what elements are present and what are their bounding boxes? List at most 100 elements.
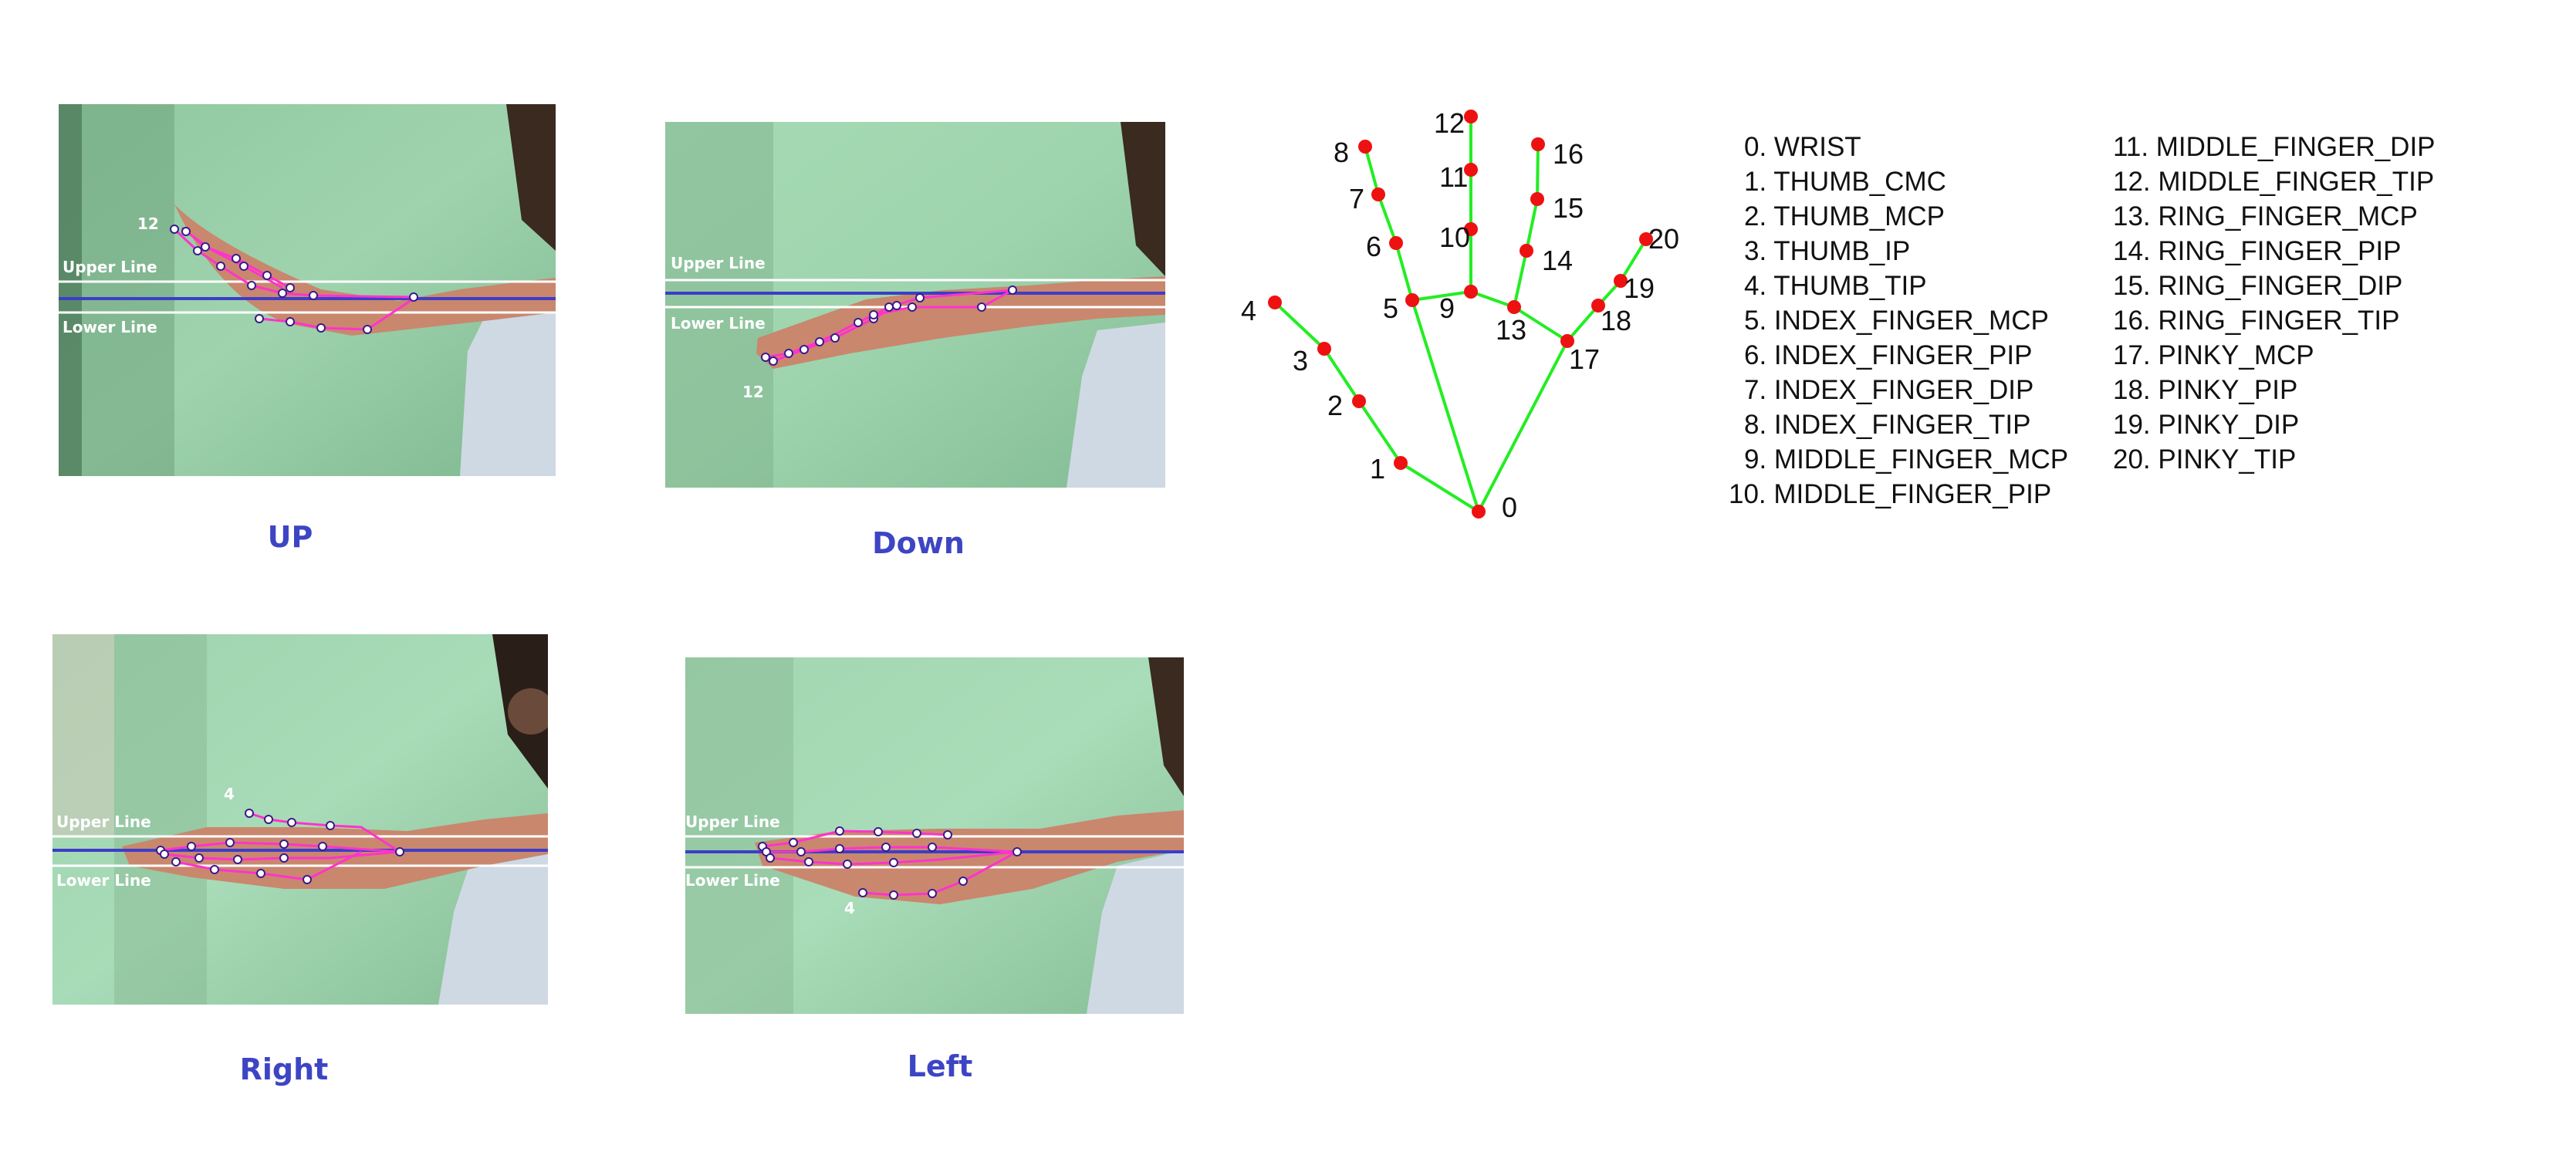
landmark-number: 20 (1648, 223, 1679, 255)
skeleton-edge (1470, 290, 1515, 309)
legend-item: 9. MIDDLE_FINGER_MCP (1744, 444, 2069, 475)
upper-line-label: Upper Line (685, 812, 780, 831)
legend-item: 5. INDEX_FINGER_MCP (1744, 306, 2049, 336)
skeleton-edge (1411, 299, 1480, 512)
legend-item: 14. RING_FINGER_PIP (2113, 236, 2402, 266)
landmark-number: 2 (1327, 390, 1343, 421)
landmark-point (1371, 187, 1385, 201)
legend-item: 18. PINKY_PIP (2113, 375, 2298, 405)
landmark-point (1389, 236, 1403, 250)
legend-item: 3. THUMB_IP (1744, 236, 1911, 266)
landmark-point (1530, 192, 1544, 206)
legend-item: 20. PINKY_TIP (2113, 444, 2297, 475)
landmark-label: 4 (844, 899, 855, 917)
landmark-point (1352, 394, 1366, 408)
landmark-point (1591, 299, 1605, 312)
landmark-number: 14 (1542, 245, 1573, 276)
photo-left: Upper Line Lower Line 4 (685, 657, 1184, 1014)
skeleton-edge (1536, 144, 1540, 200)
skeleton-edge (1377, 194, 1398, 244)
landmark-number: 9 (1439, 292, 1455, 324)
landmark-number: 1 (1370, 453, 1385, 485)
photo-right: Upper Line Lower Line 4 (52, 634, 548, 1005)
landmark-label: 4 (224, 785, 235, 803)
legend-item: 10. MIDDLE_FINGER_PIP (1729, 479, 2052, 509)
caption-down: Down (872, 526, 965, 560)
legend-item: 8. INDEX_FINGER_TIP (1744, 410, 2031, 440)
landmark-point (1464, 222, 1478, 236)
landmark-point (1560, 334, 1574, 348)
legend-item: 17. PINKY_MCP (2113, 340, 2314, 370)
landmark-label: 12 (742, 383, 764, 401)
landmark-point (1317, 342, 1331, 356)
landmark-number: 10 (1439, 221, 1470, 253)
skeleton-edge (1399, 461, 1480, 513)
landmark-point (1472, 505, 1486, 519)
landmark-number: 17 (1569, 343, 1600, 375)
skeleton-edge (1525, 198, 1539, 252)
landmark-point (1268, 296, 1282, 309)
photo-up: Upper Line Lower Line 12 (59, 104, 556, 476)
landmark-number: 8 (1334, 137, 1349, 168)
landmark-number: 6 (1366, 231, 1381, 262)
landmark-point (1520, 244, 1533, 258)
lower-line-label: Lower Line (63, 318, 157, 336)
landmark-point (1358, 140, 1372, 154)
upper-line-label: Upper Line (671, 254, 766, 272)
landmark-point (1394, 456, 1408, 470)
landmark-point (1507, 300, 1521, 314)
legend-item: 11. MIDDLE_FINGER_DIP (2113, 132, 2436, 162)
caption-up: UP (267, 520, 313, 554)
landmark-label: 12 (137, 214, 159, 233)
lower-line-label: Lower Line (56, 871, 151, 890)
lower-line-label: Lower Line (685, 871, 780, 890)
hand-landmark-diagram: 0 1 2 3 4 5 6 7 8 9 10 11 12 13 14 15 16 17 18 19 20 (1219, 100, 1713, 535)
legend-item: 13. RING_FINGER_MCP (2113, 201, 2418, 231)
landmark-number: 13 (1496, 314, 1526, 346)
landmark-point (1464, 163, 1478, 177)
skeleton-edge (1477, 340, 1569, 512)
upper-line-label: Upper Line (56, 812, 151, 831)
landmark-number: 16 (1553, 138, 1584, 170)
landmark-number: 11 (1439, 161, 1468, 193)
skeleton-edge (1513, 306, 1569, 343)
caption-left: Left (907, 1049, 973, 1083)
legend-item: 7. INDEX_FINGER_DIP (1744, 375, 2034, 405)
skeleton-edge (1394, 242, 1414, 301)
skeleton-edge (1273, 301, 1326, 350)
legend-item: 6. INDEX_FINGER_PIP (1744, 340, 2033, 370)
photo-down: Upper Line Lower Line 12 (665, 122, 1165, 488)
legend-item: 15. RING_FINGER_DIP (2113, 271, 2403, 301)
skeleton-edge (1411, 290, 1472, 302)
landmark-number: 12 (1434, 107, 1465, 139)
legend-item: 4. THUMB_TIP (1744, 271, 1927, 301)
landmark-number: 19 (1624, 272, 1655, 304)
skeleton-edge (1566, 304, 1600, 343)
skeleton-edge (1364, 146, 1380, 195)
landmark-number: 7 (1349, 183, 1364, 214)
landmark-number: 4 (1241, 295, 1256, 326)
landmark-number: 15 (1553, 192, 1584, 224)
landmark-point (1639, 232, 1653, 246)
landmark-point (1405, 293, 1419, 307)
legend-column-2: 11. MIDDLE_FINGER_DIP 12. MIDDLE_FINGER_T… (2113, 130, 2436, 477)
caption-right: Right (239, 1052, 329, 1086)
legend-column-1: 0. WRIST 1. THUMB_CMC 2. THUMB_MCP 3. THUMB… (1729, 130, 2068, 512)
landmark-number: 0 (1502, 491, 1517, 523)
upper-line-label: Upper Line (63, 258, 157, 276)
skeleton-edge (1323, 347, 1361, 403)
legend-item: 16. RING_FINGER_TIP (2113, 306, 2400, 336)
legend-item: 1. THUMB_CMC (1744, 167, 1946, 197)
skeleton-edge (1357, 400, 1402, 464)
lower-line-label: Lower Line (671, 314, 766, 333)
landmark-point (1464, 285, 1478, 299)
legend-item: 2. THUMB_MCP (1744, 201, 1945, 231)
landmark-point (1464, 110, 1478, 123)
legend-item: 0. WRIST (1744, 132, 1861, 162)
legend-item: 12. MIDDLE_FINGER_TIP (2113, 167, 2435, 197)
skeleton-edge (1513, 250, 1528, 308)
landmark-number: 5 (1383, 292, 1398, 324)
landmark-point (1531, 137, 1545, 151)
landmark-number: 3 (1293, 345, 1308, 377)
legend-item: 19. PINKY_DIP (2113, 410, 2300, 440)
